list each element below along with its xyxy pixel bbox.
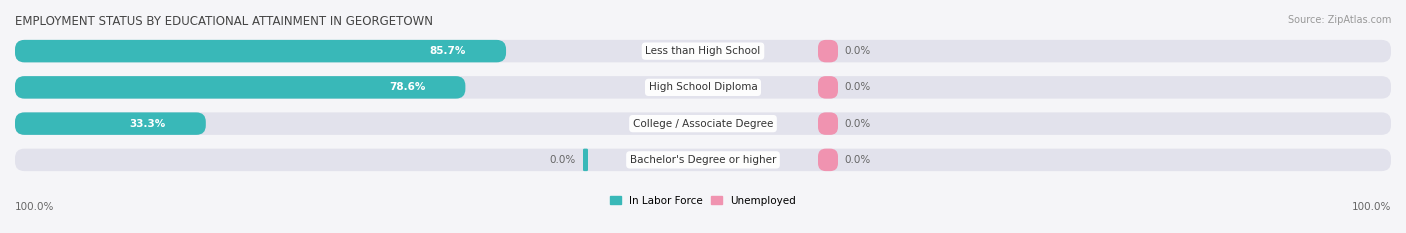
Text: 100.0%: 100.0% bbox=[1351, 202, 1391, 212]
Text: Source: ZipAtlas.com: Source: ZipAtlas.com bbox=[1288, 15, 1391, 25]
Text: 0.0%: 0.0% bbox=[844, 119, 870, 129]
Text: 85.7%: 85.7% bbox=[430, 46, 465, 56]
FancyBboxPatch shape bbox=[818, 149, 838, 171]
Text: 0.0%: 0.0% bbox=[844, 82, 870, 92]
Text: 0.0%: 0.0% bbox=[550, 155, 576, 165]
FancyBboxPatch shape bbox=[15, 76, 465, 99]
Text: 0.0%: 0.0% bbox=[844, 46, 870, 56]
Text: 0.0%: 0.0% bbox=[844, 155, 870, 165]
FancyBboxPatch shape bbox=[818, 40, 838, 62]
Text: 33.3%: 33.3% bbox=[129, 119, 166, 129]
Text: Bachelor's Degree or higher: Bachelor's Degree or higher bbox=[630, 155, 776, 165]
FancyBboxPatch shape bbox=[15, 40, 506, 62]
Text: EMPLOYMENT STATUS BY EDUCATIONAL ATTAINMENT IN GEORGETOWN: EMPLOYMENT STATUS BY EDUCATIONAL ATTAINM… bbox=[15, 15, 433, 28]
FancyBboxPatch shape bbox=[818, 76, 838, 99]
FancyBboxPatch shape bbox=[15, 76, 1391, 99]
FancyBboxPatch shape bbox=[15, 112, 205, 135]
Text: High School Diploma: High School Diploma bbox=[648, 82, 758, 92]
FancyBboxPatch shape bbox=[818, 112, 838, 135]
FancyBboxPatch shape bbox=[15, 40, 1391, 62]
Text: Less than High School: Less than High School bbox=[645, 46, 761, 56]
FancyBboxPatch shape bbox=[583, 149, 588, 171]
Text: 78.6%: 78.6% bbox=[389, 82, 426, 92]
FancyBboxPatch shape bbox=[15, 149, 1391, 171]
Text: 100.0%: 100.0% bbox=[15, 202, 55, 212]
FancyBboxPatch shape bbox=[15, 112, 1391, 135]
Text: College / Associate Degree: College / Associate Degree bbox=[633, 119, 773, 129]
Legend: In Labor Force, Unemployed: In Labor Force, Unemployed bbox=[610, 196, 796, 206]
